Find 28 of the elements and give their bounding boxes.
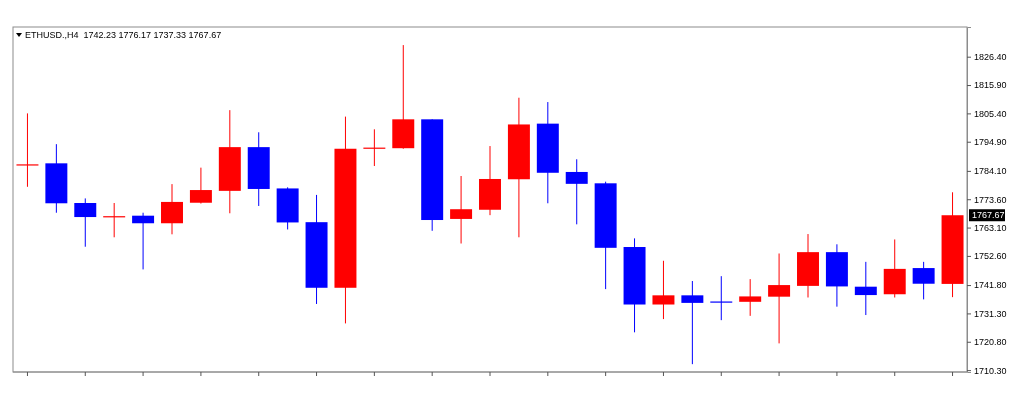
y-tick-label: 1784.10 [974,166,1007,177]
candlestick [710,275,733,321]
candlestick [768,252,791,344]
y-tick-label: 1720.80 [974,337,1007,348]
y-tick-label: 1741.80 [974,280,1007,291]
candlestick [739,278,762,317]
y-tick-label: 1752.60 [974,251,1007,262]
annotation: 1767.67 [972,210,1005,221]
y-tick-label: 1731.30 [974,308,1007,319]
candlestick [565,158,588,225]
candlestick [912,261,935,300]
candlestick [189,167,212,205]
y-tick-label: 1826.40 [974,52,1007,63]
candlestick [450,175,473,244]
candlestick [652,260,675,320]
candlestick [161,183,183,235]
candlestick [681,280,704,365]
y-tick-label: 1763.10 [974,222,1007,233]
y-tick-label: 1773.60 [974,194,1007,205]
chart-title: ETHUSD.,H4 1742.23 1776.17 1737.33 1767.67 [25,30,222,40]
candlestick [16,112,39,188]
candlestick [74,197,97,248]
y-tick-label: 1794.90 [974,137,1007,148]
y-tick-label: 1805.40 [974,108,1007,119]
candlestick [854,261,877,316]
y-tick-label: 1710.30 [974,365,1007,376]
y-tick-label: 1815.90 [974,80,1007,91]
candlestick [132,212,155,270]
